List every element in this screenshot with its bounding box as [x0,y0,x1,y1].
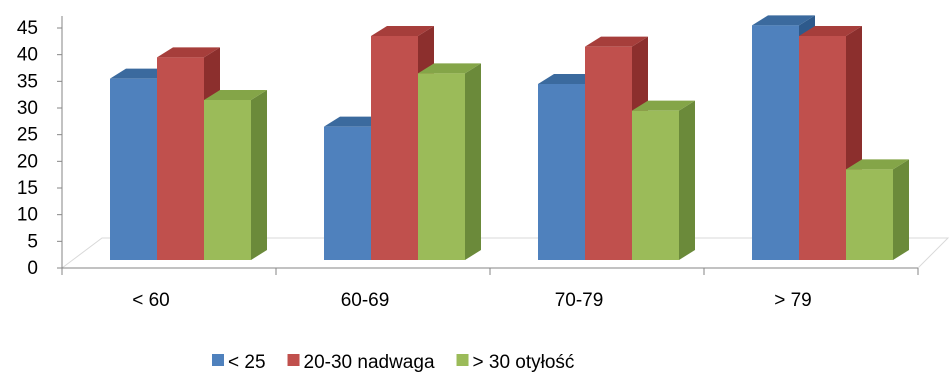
bar [585,46,632,260]
legend-label: > 30 otyłość [473,352,575,373]
y-tick-label: 20 [17,151,38,172]
bar-side [893,159,909,260]
y-tick-label: 30 [17,98,38,119]
x-category-label: 60-69 [341,290,390,311]
bar [538,84,585,260]
bar-top [204,90,267,100]
bar-top [799,26,862,36]
y-tick-label: 15 [17,178,38,199]
bar [799,36,846,260]
bar-side [679,100,695,261]
legend-label: 20-30 nadwaga [304,352,435,373]
bar [324,126,371,261]
legend-swatch [212,354,224,366]
x-category-label: > 79 [774,290,812,311]
bar-top [371,26,434,36]
bar [110,78,157,261]
bar [632,110,679,261]
bar [752,25,799,261]
bar [204,100,251,260]
y-tick-label: 5 [27,231,38,252]
bar-top [157,47,220,58]
bar-top [418,63,481,74]
bar-side [251,90,267,260]
y-tick-label: 25 [17,125,38,146]
y-tick-label: 10 [17,205,38,226]
y-tick-label: 45 [17,18,38,39]
bar-top [752,15,815,26]
x-category-label: 70-79 [555,290,604,311]
legend-swatch [287,354,300,366]
bar [371,36,418,260]
y-tick-label: 35 [17,71,38,92]
y-tick-label: 0 [27,258,38,279]
x-category-label: < 60 [132,290,170,311]
legend-swatch [456,354,469,366]
bar [157,57,204,261]
y-tick-label: 40 [17,45,38,66]
bar [418,73,465,260]
bar-side [465,63,481,261]
bar [846,169,893,260]
bar-top [846,159,909,170]
bar-top [632,100,695,111]
legend-label: < 25 [228,352,266,373]
bar-top [585,36,648,47]
